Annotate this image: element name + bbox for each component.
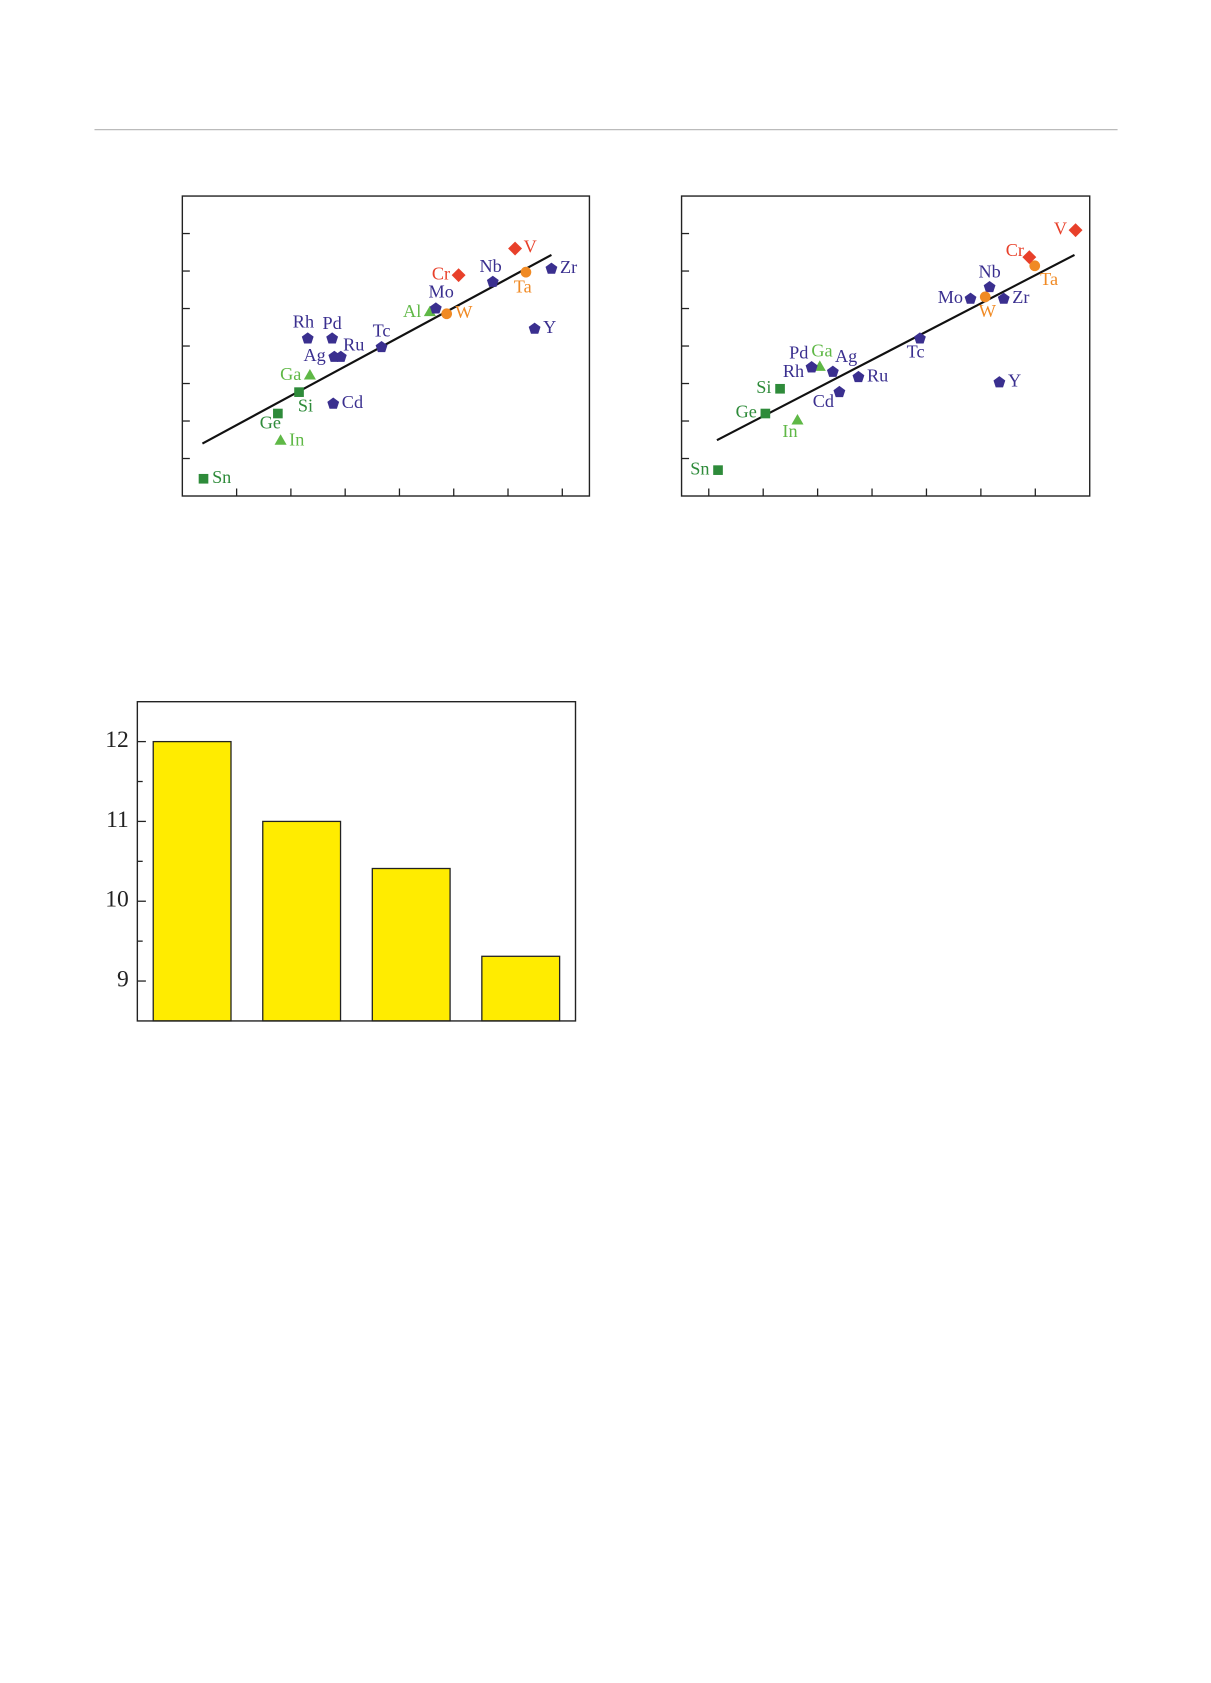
point <box>545 262 558 274</box>
point <box>327 397 340 409</box>
point-label: W <box>455 302 473 322</box>
point <box>486 275 499 287</box>
point-label: In <box>289 429 304 449</box>
point <box>375 340 388 353</box>
point <box>979 291 991 303</box>
point-label: Y <box>1008 371 1021 391</box>
point-label: Zr <box>560 257 577 277</box>
point-label: V <box>524 237 537 257</box>
point <box>301 332 314 344</box>
point-label: Tc <box>907 342 925 362</box>
point <box>1068 223 1083 238</box>
point-label: Ta <box>514 276 532 296</box>
point-label: Mo <box>429 282 454 302</box>
point-label: Ge <box>736 402 757 422</box>
point <box>303 369 316 380</box>
point-label: W <box>979 301 997 321</box>
point <box>914 332 926 344</box>
point <box>441 308 453 320</box>
point <box>833 385 846 398</box>
point <box>983 280 996 293</box>
point-label: Ga <box>280 364 301 384</box>
point-label: Cr <box>1006 240 1024 260</box>
point-label: Rh <box>293 312 314 332</box>
point <box>852 370 865 383</box>
point <box>1029 260 1041 272</box>
point-label: Y <box>543 317 556 337</box>
point <box>326 332 339 344</box>
point-label: Cr <box>432 263 450 283</box>
point <box>964 292 977 304</box>
point <box>760 408 771 419</box>
bar <box>262 820 342 1022</box>
point <box>713 465 723 475</box>
point <box>775 383 785 394</box>
point <box>791 414 804 425</box>
point-label: Sn <box>212 467 231 487</box>
point-label: In <box>782 421 797 441</box>
point-label: Rh <box>783 361 804 381</box>
point-label: Ru <box>867 365 888 385</box>
point <box>334 350 347 362</box>
point-label: Si <box>298 395 313 415</box>
point-label: Tc <box>373 320 391 340</box>
point-label: Sn <box>690 458 709 478</box>
point-label: Pd <box>789 343 808 363</box>
point <box>294 387 304 397</box>
point <box>273 408 283 419</box>
point <box>993 376 1006 388</box>
point <box>198 473 209 484</box>
point-label: Ag <box>303 345 325 365</box>
bar <box>152 740 232 1022</box>
fit-line <box>716 253 1075 442</box>
y-tick-label: 10 <box>105 887 129 913</box>
plot-frame <box>680 195 1091 497</box>
point-label: Pd <box>323 313 342 333</box>
point <box>508 241 523 256</box>
plot-frame <box>136 701 577 1022</box>
y-tick-label: 9 <box>117 966 129 992</box>
point-label: Zr <box>1012 287 1029 307</box>
point-label: Ru <box>343 334 364 354</box>
y-tick-label: 11 <box>106 807 129 833</box>
point <box>528 322 541 334</box>
point <box>274 434 287 445</box>
y-tick-label: 12 <box>105 727 129 753</box>
point <box>805 361 818 373</box>
bar <box>481 955 561 1022</box>
point <box>826 365 839 377</box>
bar <box>371 867 451 1022</box>
point <box>997 292 1010 304</box>
point-label: Ga <box>811 341 832 361</box>
point <box>813 360 826 371</box>
point <box>451 268 466 283</box>
point-label: Nb <box>480 256 502 276</box>
point <box>520 266 532 278</box>
point-label: Ag <box>835 346 857 366</box>
point-label: Ge <box>260 412 281 432</box>
point-label: Mo <box>938 287 963 307</box>
point-label: Cd <box>342 392 363 412</box>
point-label: Cd <box>813 391 834 411</box>
point-label: Al <box>403 301 421 321</box>
point-label: Ta <box>1040 269 1058 289</box>
point-label: Nb <box>978 261 1000 281</box>
point-label: Si <box>756 377 771 397</box>
point <box>429 302 442 314</box>
point-label: V <box>1054 218 1067 238</box>
